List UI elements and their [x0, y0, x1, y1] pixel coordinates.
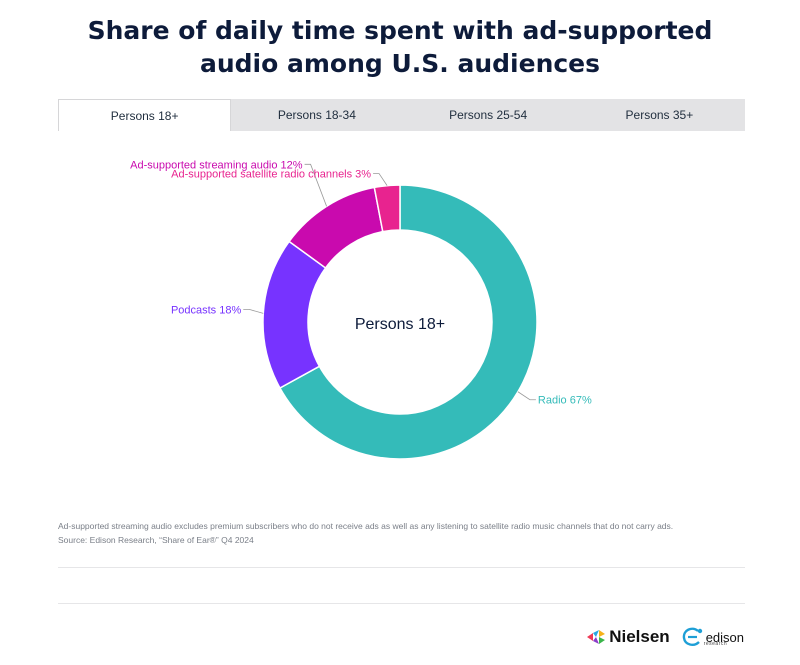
slice-radio[interactable] [278, 184, 538, 460]
tab-persons-25-54[interactable]: Persons 25-54 [449, 108, 528, 122]
leader-podcasts [243, 308, 264, 314]
nielsen-mark-icon [587, 630, 606, 644]
audience-tabs: Persons 18+ Persons 18-34 Persons 25-54 … [58, 99, 745, 131]
logos: Nielsen edison research [587, 622, 744, 652]
footnote-source: Source: Edison Research, “Share of Ear®”… [58, 535, 254, 545]
slice-labels: Radio 67% Podcasts 18% Ad-supported stream… [130, 159, 592, 406]
footnote-note: Ad-supported streaming audio excludes pr… [58, 521, 674, 531]
chart-title-line-2: audio among U.S. audiences [199, 49, 601, 78]
footnote: Ad-supported streaming audio excludes pr… [58, 519, 758, 547]
slice-podcasts[interactable] [262, 240, 327, 390]
donut-center-label: Persons 18+ [355, 316, 445, 333]
nielsen-wordmark: Nielsen [609, 627, 670, 646]
edison-research-logo: edison research [680, 624, 744, 650]
label-radio: Radio 67% [538, 395, 592, 407]
label-ad-supported-satellite-radio-channels: Ad-supported satellite radio channels 3% [171, 169, 371, 181]
slice-leader-lines [243, 163, 536, 401]
nielsen-logo: Nielsen [587, 627, 670, 647]
edison-mark-icon [682, 627, 702, 646]
tab-persons-35-plus[interactable]: Persons 35+ [625, 108, 694, 122]
chart-title-line-1: Share of daily time spent with ad-suppor… [87, 16, 713, 45]
chart-title: Share of daily time spent with ad-suppor… [0, 14, 800, 80]
divider-lower [58, 603, 745, 604]
leader-ad-supported-satellite-radio-channels [373, 173, 388, 186]
label-podcasts: Podcasts 18% [171, 304, 242, 316]
leader-radio [517, 391, 536, 401]
tab-persons-18-34[interactable]: Persons 18-34 [277, 108, 356, 122]
tab-persons-18-plus[interactable]: Persons 18+ [58, 99, 232, 131]
edison-subtitle: research [703, 641, 728, 647]
edison-wordmark: edison [705, 629, 744, 645]
divider-upper [58, 567, 745, 568]
slice-ad-supported-satellite-radio-channels[interactable] [373, 184, 401, 233]
donut-slices [262, 184, 538, 460]
leader-ad-supported-streaming-audio [304, 163, 327, 207]
label-ad-supported-streaming-audio: Ad-supported streaming audio 12% [130, 159, 303, 171]
donut-chart: Radio 67% Podcasts 18% Ad-supported stream… [130, 159, 592, 460]
